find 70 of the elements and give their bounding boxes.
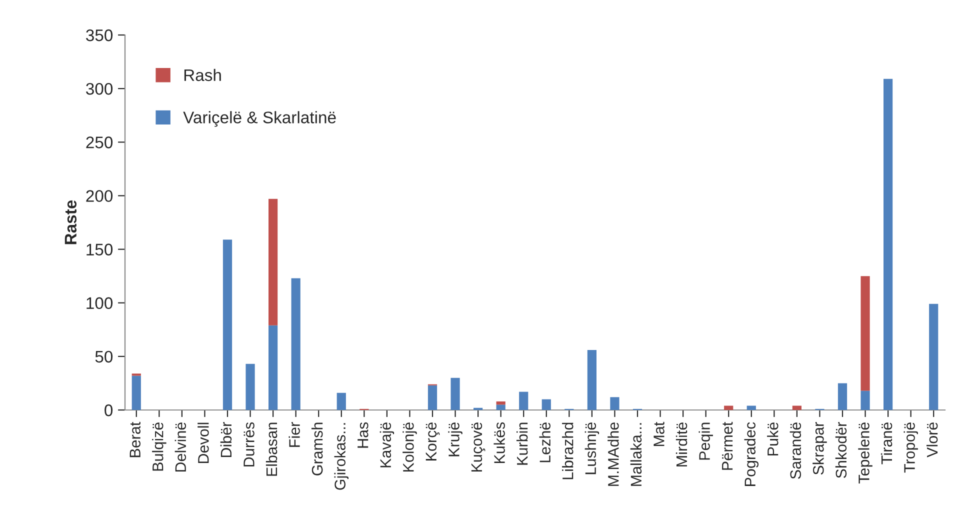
x-tick-label: Devoll <box>198 422 209 464</box>
x-tick-label: Përmet <box>722 422 733 470</box>
bar <box>450 378 460 410</box>
bar <box>519 392 528 410</box>
legend-label: Rash <box>184 68 221 82</box>
bar <box>792 406 802 410</box>
legend-label: Variçelë & Skarlatinë <box>183 111 336 127</box>
x-tick-label: Fier <box>288 422 300 447</box>
x-tick-label: Elbasan <box>266 422 278 476</box>
x-tick-label: Librazhd <box>562 422 574 480</box>
x-tick-label: Tiranë <box>880 422 892 464</box>
x-tick-label: Tepelenë <box>858 422 872 484</box>
x-tick-label: Gramsh <box>311 422 323 476</box>
x-tick-label: Mat <box>654 422 664 446</box>
x-tick-label: Peqin <box>698 422 713 460</box>
x-tick-label: Sarandë <box>790 422 802 479</box>
bar <box>268 198 278 326</box>
x-tick-label: Kuçovë <box>471 422 486 472</box>
x-tick-label: Korçë <box>426 422 440 460</box>
y-tick-label: 150 <box>86 244 113 256</box>
bar <box>291 278 300 410</box>
bar <box>724 406 734 410</box>
x-tick-label: Mirditë <box>676 422 688 466</box>
x-tick-label: Durrës <box>244 422 254 466</box>
x-tick-label: Berat <box>130 422 140 458</box>
x-tick-label: Kurbin <box>516 422 528 465</box>
x-tick-label: Bulqizë <box>152 422 166 471</box>
bar <box>132 376 141 410</box>
bar <box>222 240 232 410</box>
bar <box>860 276 870 391</box>
bar <box>746 406 756 410</box>
bar <box>587 350 596 410</box>
x-tick-label: Kukës <box>494 422 505 464</box>
bar <box>542 399 551 410</box>
bar <box>838 383 848 410</box>
x-tick-label: Mallaka... <box>630 423 642 486</box>
y-tick-label: 100 <box>86 297 113 310</box>
bar <box>428 385 438 410</box>
x-tick-label: Vlorë <box>926 422 938 458</box>
x-tick-label: Pukë <box>767 422 778 456</box>
x-tick-label: Delvinë <box>174 422 186 472</box>
x-tick-label: Dibër <box>220 422 232 458</box>
y-tick-label: 200 <box>86 190 113 202</box>
x-tick-label: Krujë <box>448 422 462 456</box>
y-axis-title: Raste <box>64 200 77 244</box>
x-tick-label: Lezhë <box>539 422 550 462</box>
bar <box>246 364 255 410</box>
x-tick-label: Lushnjë <box>584 422 600 474</box>
bar <box>884 78 893 410</box>
bar <box>496 401 506 405</box>
y-tick-label: 350 <box>86 29 113 42</box>
x-tick-label: Has <box>358 422 368 448</box>
y-tick-label: 250 <box>86 136 113 148</box>
x-tick-label: M.MAdhe <box>608 422 619 486</box>
bar <box>496 404 506 410</box>
x-tick-label: Pogradec <box>744 422 759 486</box>
y-tick-label: 50 <box>95 350 113 363</box>
x-tick-label: Shkodër <box>835 422 847 478</box>
y-tick-label: 0 <box>104 404 113 416</box>
y-tick-label: 300 <box>86 82 113 95</box>
bar <box>336 392 346 410</box>
bar <box>860 390 870 410</box>
x-tick-label: Tropojë <box>904 422 918 473</box>
bar <box>929 304 938 410</box>
x-tick-label: Skrapar <box>812 422 827 475</box>
x-tick-label: Kavajë <box>380 422 394 468</box>
x-tick-label: Kolonjë <box>402 422 417 472</box>
x-tick-label: Gjirokas... <box>334 423 349 490</box>
bar <box>268 325 278 410</box>
bar <box>610 397 620 410</box>
